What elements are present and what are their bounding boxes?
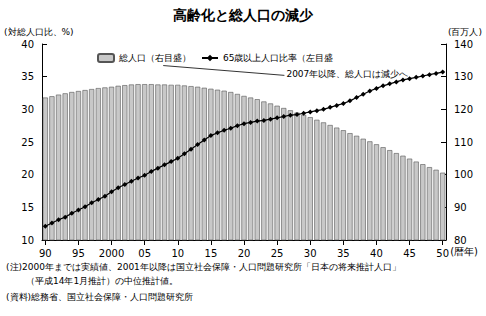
svg-text:25: 25 xyxy=(271,248,284,259)
svg-text:(百万人): (百万人) xyxy=(448,27,482,37)
svg-text:30: 30 xyxy=(21,104,34,115)
svg-text:80: 80 xyxy=(454,235,467,246)
svg-text:20: 20 xyxy=(21,169,34,180)
svg-text:30: 30 xyxy=(304,248,317,259)
svg-text:35: 35 xyxy=(337,248,350,259)
svg-text:120: 120 xyxy=(454,104,473,115)
svg-text:45: 45 xyxy=(403,248,416,259)
svg-text:140: 140 xyxy=(454,39,473,50)
svg-text:90: 90 xyxy=(39,248,52,259)
svg-text:100: 100 xyxy=(454,169,473,180)
svg-text:2007年以降、総人口は減少へ: 2007年以降、総人口は減少へ xyxy=(286,69,408,79)
svg-text:高齢化と総人口の減少: 高齢化と総人口の減少 xyxy=(173,7,314,23)
svg-text:10: 10 xyxy=(171,248,184,259)
svg-text:20: 20 xyxy=(238,248,251,259)
svg-text:65歳以上人口比率（左目盛: 65歳以上人口比率（左目盛 xyxy=(223,53,333,63)
svg-text:（平成14年1月推計）の中位推計値。: （平成14年1月推計）の中位推計値。 xyxy=(26,276,178,286)
svg-text:総人口（右目盛）: 総人口（右目盛） xyxy=(118,53,191,63)
svg-text:(暦年): (暦年) xyxy=(450,246,478,257)
svg-text:110: 110 xyxy=(454,137,473,148)
svg-text:(資料)総務省、国立社会保障・人口問題研究所: (資料)総務省、国立社会保障・人口問題研究所 xyxy=(6,292,193,302)
svg-text:(注)2000年までは実績値、2001年以降は国立社会保障・: (注)2000年までは実績値、2001年以降は国立社会保障・人口問題研究所「日本… xyxy=(6,262,401,272)
svg-text:90: 90 xyxy=(454,202,467,213)
svg-text:25: 25 xyxy=(21,137,34,148)
svg-text:40: 40 xyxy=(370,248,383,259)
svg-text:50: 50 xyxy=(436,248,449,259)
svg-text:05: 05 xyxy=(138,248,151,259)
svg-text:95: 95 xyxy=(72,248,85,259)
svg-text:130: 130 xyxy=(454,71,473,82)
svg-text:35: 35 xyxy=(21,71,34,82)
svg-text:(対総人口比、%): (対総人口比、%) xyxy=(4,27,74,37)
svg-text:40: 40 xyxy=(21,39,34,50)
svg-text:15: 15 xyxy=(21,202,34,213)
svg-text:2000: 2000 xyxy=(99,248,124,259)
svg-text:10: 10 xyxy=(21,235,34,246)
svg-text:15: 15 xyxy=(205,248,218,259)
